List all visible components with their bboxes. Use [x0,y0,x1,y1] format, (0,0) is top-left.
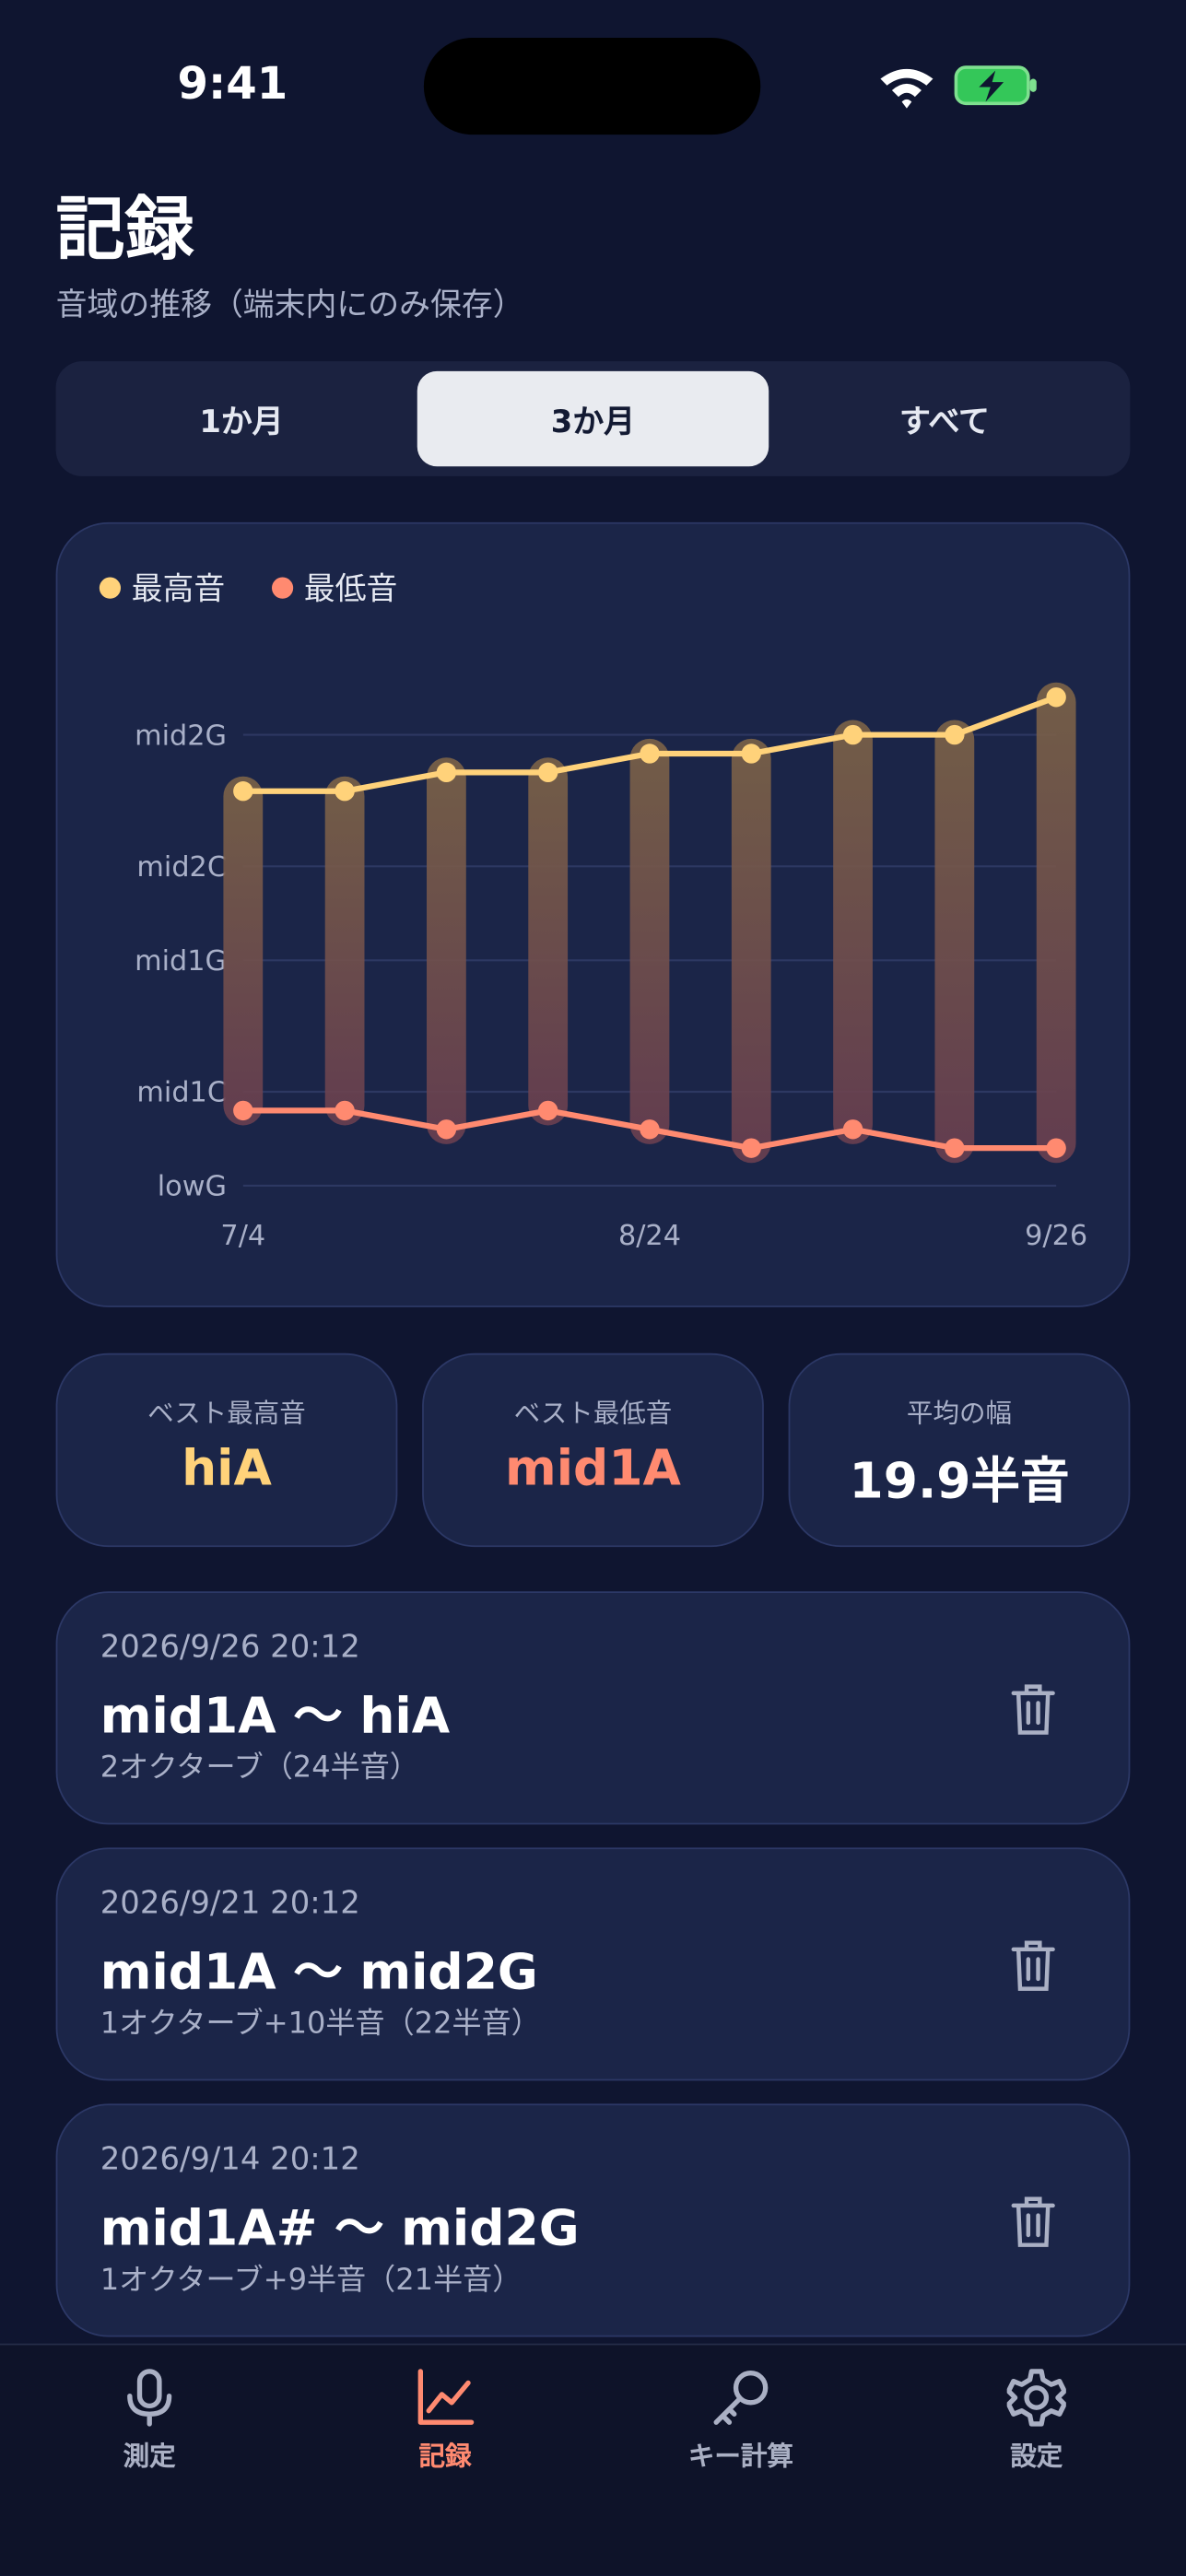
data-point [945,724,965,745]
nav-item[interactable]: 記録 [346,2368,544,2473]
tab-bar: 測定 記録 キー計算 設定 [0,2343,1186,2575]
period-tabs: 1か月 3か月 すべて [55,361,1131,476]
stat-value: 19.9半音 [849,1453,1070,1511]
delete-button[interactable] [1007,1681,1060,1738]
stat-label: ベスト最高音 [147,1397,306,1429]
nav-item[interactable]: 測定 [51,2368,248,2473]
data-point [842,724,863,745]
tab[interactable]: 3か月 [417,370,769,467]
data-point [640,744,660,764]
legend-marker [272,577,294,599]
record-datetime: 2026/9/14 20:12 [100,2141,360,2178]
page-subtitle: 音域の推移（端末内にのみ保存） [55,287,524,324]
range-band [528,757,569,1126]
nav-icon [713,2371,769,2425]
record-range: mid1A 〜 hiA [100,1688,451,1746]
range-band [223,776,264,1126]
nav-item[interactable]: キー計算 [642,2368,840,2473]
y-tick-label: lowG [158,1171,227,1203]
record-detail: 2オクターブ（24半音） [100,1751,419,1786]
delete-button[interactable] [1007,1938,1060,1994]
tab[interactable]: すべて [898,403,990,439]
nav-item[interactable]: 設定 [938,2368,1135,2473]
record-detail: 1オクターブ+10半音（22半音） [100,2007,541,2042]
chart: 最高音 最低音 lowG mid1C mid1G mid2C mid2G 7/4 8/24 9/2… [99,571,1087,1252]
stat-label: 平均の幅 [906,1397,1013,1429]
data-point [233,781,253,802]
data-point [741,1138,761,1158]
y-tick-label: mid1C [136,1077,227,1109]
record-detail: 1オクターブ+9半音（21半音） [100,2263,523,2298]
record-card[interactable]: 2026/9/14 20:12 mid1A# 〜 mid2G 1オクターブ+9半… [55,2103,1131,2337]
data-point [335,1100,355,1121]
x-tick-label: 8/24 [618,1220,681,1252]
range-band [629,738,670,1144]
data-point [741,744,761,764]
stat-card: ベスト最低音 mid1A [422,1352,764,1548]
legend-label: 最低音 [304,571,398,607]
tab[interactable]: 1か月 [199,403,284,439]
record-range: mid1A 〜 mid2G [100,1944,538,2002]
nav-icon [417,2369,475,2425]
nav-icon [127,2369,172,2427]
delete-button[interactable] [1007,2194,1060,2250]
status-time: 9:41 [177,59,288,111]
range-band [1036,682,1076,1164]
data-point [436,762,457,783]
y-tick-label: mid2C [136,851,227,884]
data-point [1046,687,1066,708]
y-tick-label: mid2G [135,720,227,752]
page-title: 記録 [55,188,194,270]
nav-label: 測定 [123,2440,176,2472]
nav-label: 記録 [418,2440,472,2472]
stat-card: 平均の幅 19.9半音 [788,1352,1131,1548]
stat-label: ベスト最低音 [513,1397,673,1429]
nav-icon [1006,2369,1066,2427]
data-point [233,1100,253,1121]
data-point [335,781,355,802]
data-point [537,762,558,783]
range-band [731,738,771,1164]
range-band [324,776,365,1126]
record-card[interactable]: 2026/9/21 20:12 mid1A 〜 mid2G 1オクターブ+10半… [55,1847,1131,2081]
y-tick-label: mid1G [135,945,227,978]
stat-value: hiA [182,1440,272,1498]
data-point [640,1119,660,1140]
nav-label: 設定 [1010,2440,1063,2472]
dynamic-island [423,37,761,135]
record-datetime: 2026/9/26 20:12 [100,1629,360,1666]
record-range: mid1A# 〜 mid2G [100,2200,580,2258]
x-tick-label: 9/26 [1025,1220,1087,1252]
data-point [1046,1138,1066,1158]
data-point [842,1119,863,1140]
stat-card: ベスト最高音 hiA [55,1352,398,1548]
legend-label: 最高音 [132,571,226,607]
range-band [934,720,975,1164]
data-point [945,1138,965,1158]
status-icons [880,65,1037,109]
record-datetime: 2026/9/21 20:12 [100,1885,360,1922]
range-band [833,720,873,1144]
range-band [427,757,466,1144]
data-point [537,1100,558,1121]
stat-value: mid1A [505,1440,681,1498]
legend-marker [99,577,122,599]
data-point [436,1119,457,1140]
x-tick-label: 7/4 [220,1220,265,1252]
nav-label: キー計算 [687,2440,793,2472]
record-card[interactable]: 2026/9/26 20:12 mid1A 〜 hiA 2オクターブ（24半音） [55,1591,1131,1825]
